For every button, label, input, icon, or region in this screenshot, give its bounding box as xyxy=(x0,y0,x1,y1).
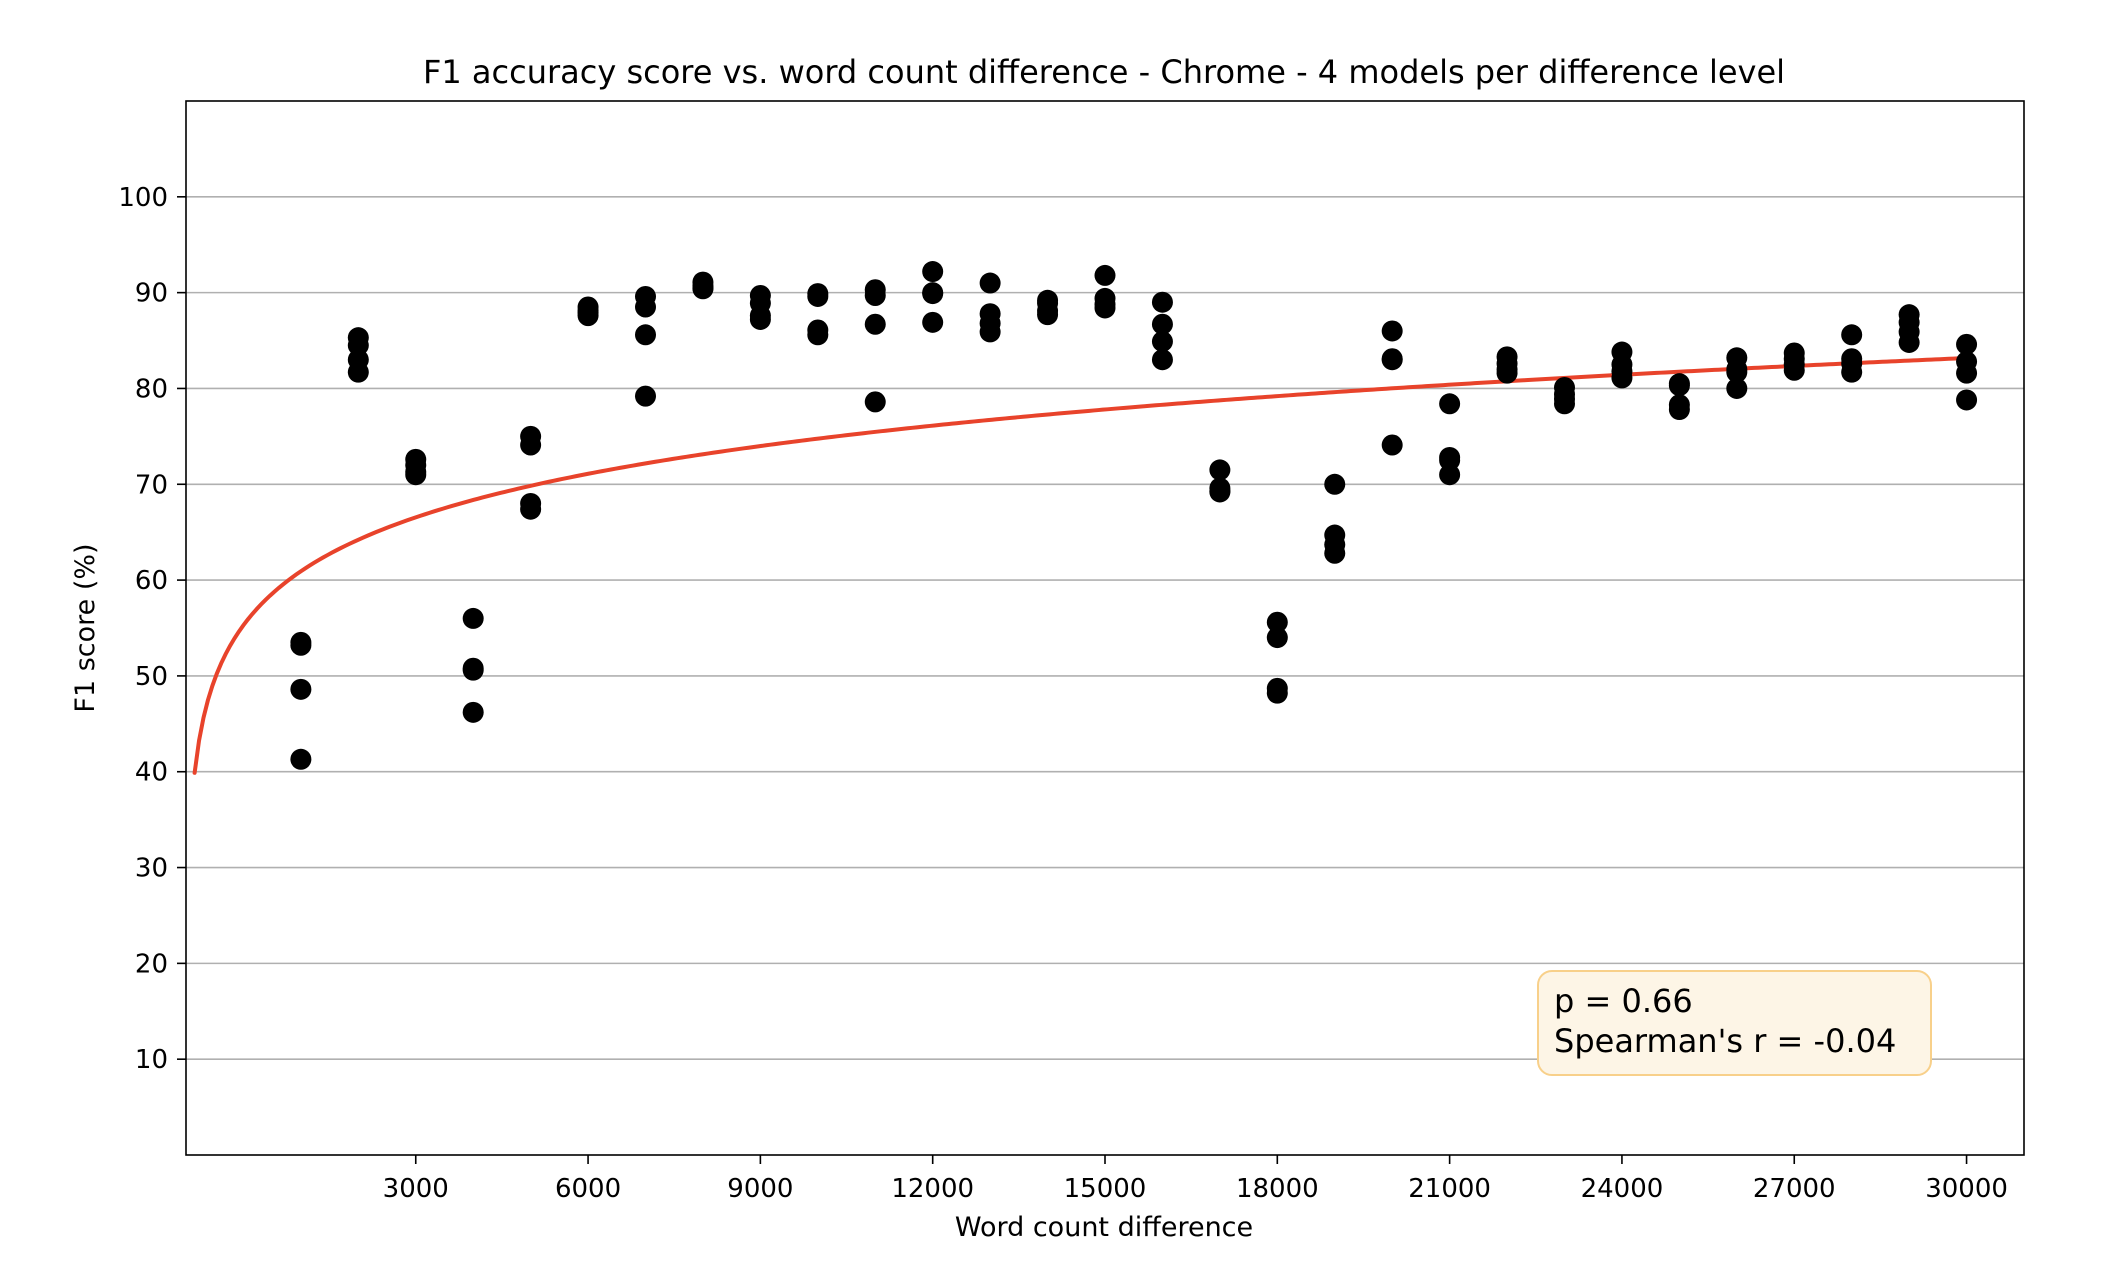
scatter-point-37 xyxy=(807,285,829,307)
trend-line-layer xyxy=(192,356,1969,775)
scatter-point-71 xyxy=(1266,682,1288,704)
scatter-point-108 xyxy=(1841,324,1863,346)
scatter-point-48 xyxy=(979,272,1001,294)
scatter-point-72 xyxy=(1324,473,1346,495)
scatter-point-95 xyxy=(1611,367,1633,389)
scatter-point-91 xyxy=(1554,393,1575,415)
annotation-spearman-r: Spearman's r = -0.04 xyxy=(1554,1022,1896,1060)
scatter-point-75 xyxy=(1324,542,1346,564)
scatter-point-61 xyxy=(1151,313,1173,335)
scatter-point-82 xyxy=(1439,449,1461,471)
scatter-point-2 xyxy=(290,678,312,700)
annotation-p-value: p = 0.66 xyxy=(1554,982,1693,1020)
x-tick-label: 24000 xyxy=(1581,1174,1664,1204)
scatter-point-26 xyxy=(635,324,656,346)
scatter-point-46 xyxy=(922,283,944,305)
x-tick-label: 3000 xyxy=(383,1174,449,1204)
scatter-point-87 xyxy=(1496,362,1518,384)
scatter-point-55 xyxy=(1037,304,1059,326)
y-tick-label: 60 xyxy=(135,566,168,596)
y-axis-ticks: 10 20 30 40 50 60 70 80 90 100 xyxy=(118,183,186,1075)
scatter-point-7 xyxy=(347,361,369,383)
scatter-point-56 xyxy=(1094,264,1116,286)
scatter-point-12 xyxy=(462,607,484,629)
y-tick-label: 50 xyxy=(135,662,168,692)
scatter-point-78 xyxy=(1381,349,1403,371)
scatter-point-79 xyxy=(1381,434,1403,456)
scatter-point-69 xyxy=(1266,627,1288,649)
scatter-point-1 xyxy=(290,634,312,656)
scatter-point-35 xyxy=(749,308,771,330)
scatter-point-42 xyxy=(864,313,886,335)
scatter-point-68 xyxy=(1266,611,1288,633)
x-tick-label: 12000 xyxy=(891,1174,974,1204)
x-axis-label: Word count difference xyxy=(955,1212,1253,1243)
y-tick-label: 70 xyxy=(135,470,168,500)
scatter-point-39 xyxy=(807,324,829,346)
scatter-point-15 xyxy=(462,701,484,723)
scatter-point-102 xyxy=(1726,361,1748,383)
scatter-point-17 xyxy=(520,434,542,456)
scatter-point-25 xyxy=(635,296,656,318)
scatter-point-97 xyxy=(1668,375,1690,397)
y-tick-label: 40 xyxy=(135,758,168,788)
x-tick-label: 27000 xyxy=(1753,1174,1836,1204)
scatter-point-19 xyxy=(520,498,542,520)
scatter-point-11 xyxy=(405,464,427,486)
scatter-point-3 xyxy=(290,748,312,770)
x-tick-label: 9000 xyxy=(727,1174,793,1204)
scatter-point-111 xyxy=(1841,361,1863,383)
scatter-points xyxy=(290,261,1978,770)
y-tick-label: 80 xyxy=(135,374,168,404)
scatter-point-43 xyxy=(864,391,886,413)
y-tick-label: 100 xyxy=(118,183,168,213)
scatter-point-31 xyxy=(692,278,714,300)
scatter-point-99 xyxy=(1668,399,1690,421)
scatter-point-116 xyxy=(1956,333,1978,355)
scatter-point-62 xyxy=(1151,331,1173,352)
y-tick-label: 20 xyxy=(135,949,168,979)
scatter-point-59 xyxy=(1094,297,1116,319)
scatter-point-63 xyxy=(1151,349,1173,371)
y-tick-label: 30 xyxy=(135,854,168,884)
scatter-point-5 xyxy=(347,334,369,356)
x-tick-label: 6000 xyxy=(555,1174,621,1204)
scatter-point-44 xyxy=(922,261,944,283)
stats-annotation: p = 0.66 Spearman's r = -0.04 xyxy=(1537,970,1932,1076)
scatter-point-83 xyxy=(1439,464,1461,486)
scatter-point-41 xyxy=(864,285,886,307)
y-tick-label: 90 xyxy=(135,279,168,309)
scatter-point-23 xyxy=(577,305,599,327)
scatter-point-47 xyxy=(922,311,944,333)
scatter-point-119 xyxy=(1956,389,1978,411)
y-axis-label: F1 score (%) xyxy=(70,543,101,712)
scatter-point-67 xyxy=(1209,481,1231,503)
x-tick-label: 21000 xyxy=(1408,1174,1491,1204)
grid-lines xyxy=(186,196,2024,1060)
x-tick-label: 30000 xyxy=(1925,1174,2008,1204)
chart-title: F1 accuracy score vs. word count differe… xyxy=(423,53,1785,91)
scatter-point-76 xyxy=(1381,320,1403,342)
scatter-point-27 xyxy=(635,385,656,407)
x-axis-ticks: 3000 6000 9000 12000 15000 18000 21000 24000 270… xyxy=(383,1155,2008,1204)
y-tick-label: 10 xyxy=(135,1045,168,1075)
scatter-point-107 xyxy=(1783,359,1805,381)
scatter-point-115 xyxy=(1898,331,1920,353)
scatter-point-51 xyxy=(979,321,1001,343)
trend-line xyxy=(192,356,1969,775)
scatter-point-60 xyxy=(1151,291,1173,313)
scatter-point-118 xyxy=(1956,362,1978,384)
annotation-box xyxy=(1537,970,1932,1076)
x-tick-label: 15000 xyxy=(1064,1174,1147,1204)
scatter-point-14 xyxy=(462,659,484,681)
scatter-point-64 xyxy=(1209,459,1231,481)
scatter-point-103 xyxy=(1726,377,1748,399)
scatter-point-80 xyxy=(1439,393,1461,415)
x-tick-label: 18000 xyxy=(1236,1174,1319,1204)
